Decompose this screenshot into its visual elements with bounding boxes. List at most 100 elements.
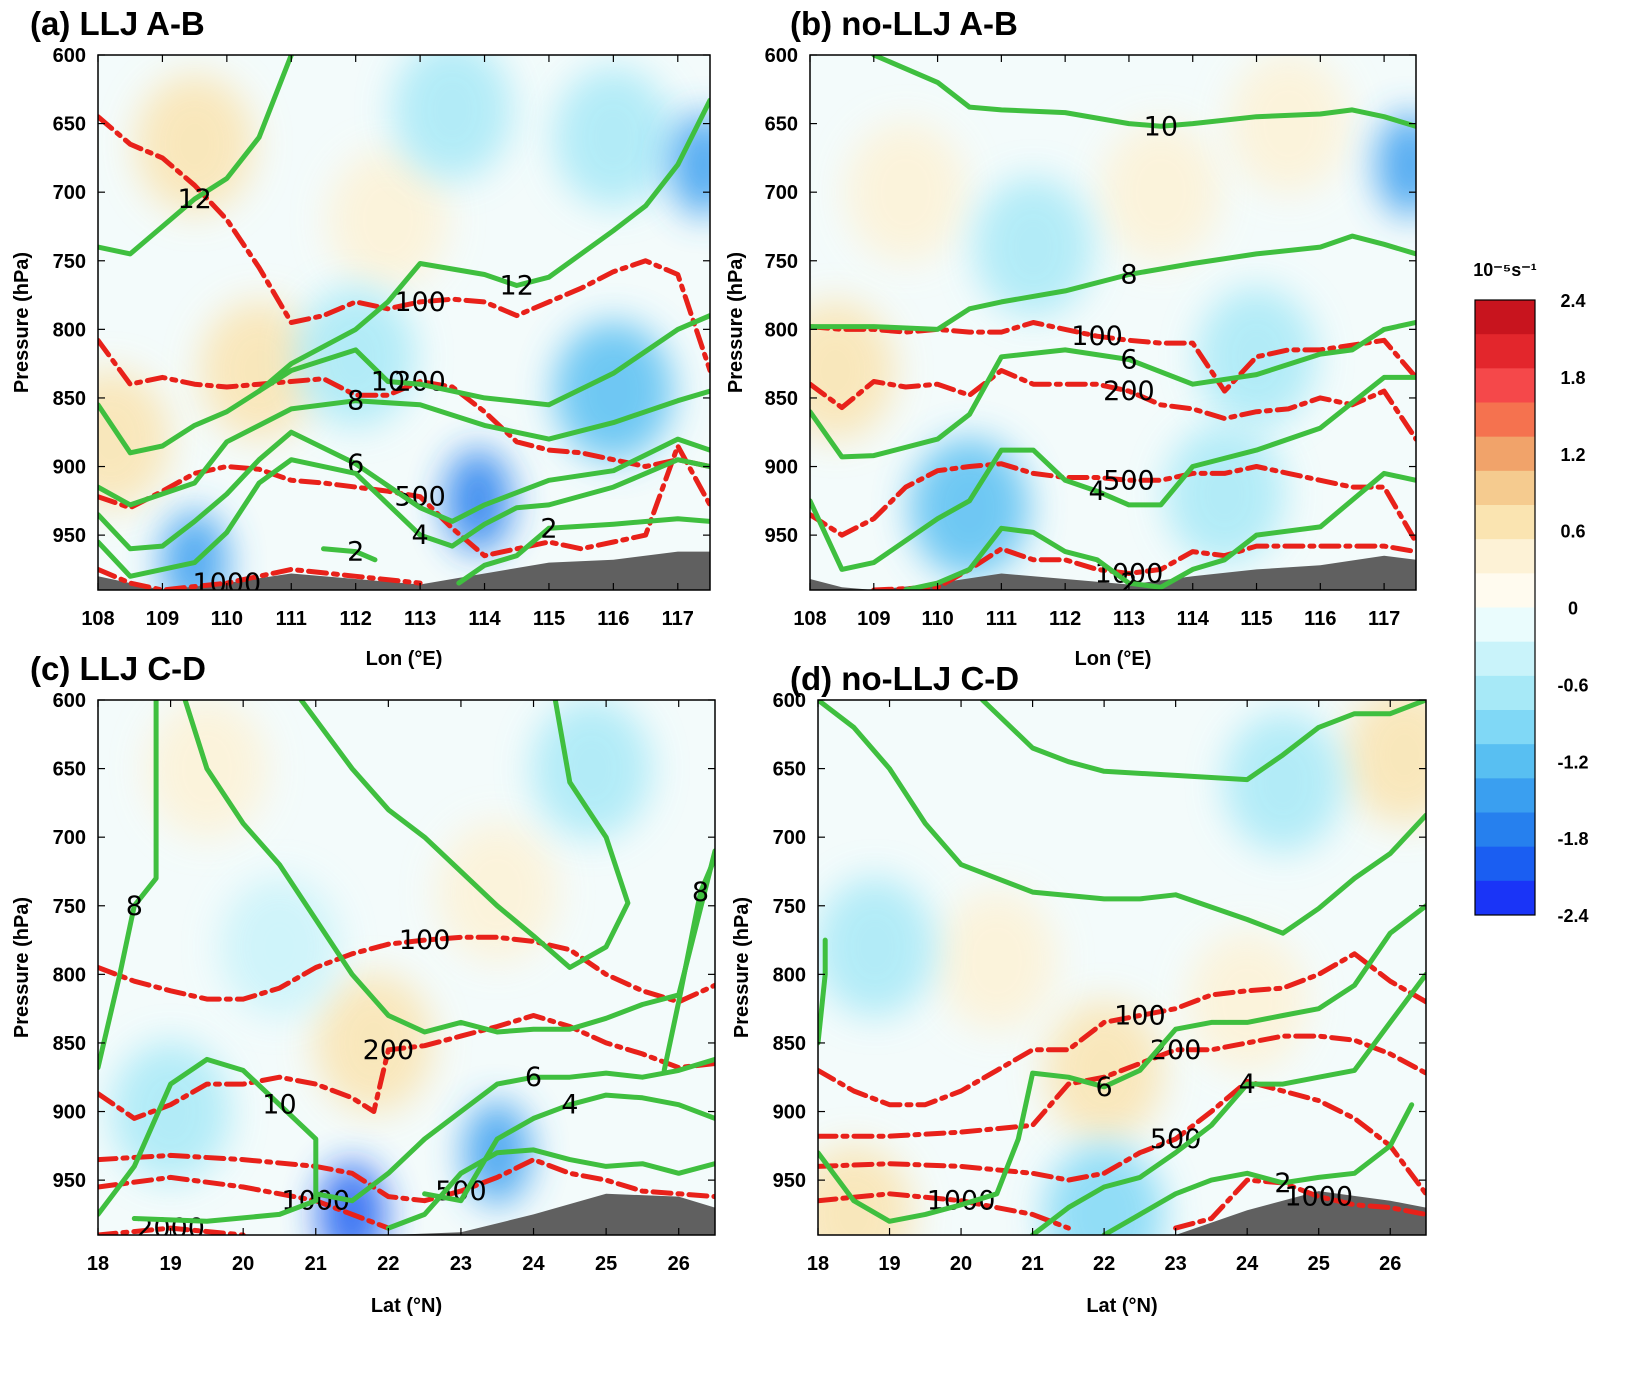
wind-contour: [98, 457, 710, 579]
x-tick-label: 108: [81, 608, 114, 630]
field-anomaly: [553, 67, 674, 208]
wind-contour: [980, 700, 1426, 783]
y-tick-label: 800: [765, 319, 798, 341]
pressure-contour: [871, 543, 1416, 590]
y-tick-label: 750: [53, 251, 86, 273]
pressure-contour: [810, 461, 1416, 545]
terrain: [810, 555, 1416, 590]
colorbar-swatch: [1475, 539, 1535, 574]
wind-contour-label: 6: [1120, 345, 1137, 376]
field-anomaly: [936, 890, 1057, 1031]
y-tick-label: 950: [773, 1170, 806, 1192]
pressure-contour-label: 1000: [1284, 1182, 1353, 1213]
wind-contour: [818, 700, 1426, 936]
x-tick-label: 112: [340, 608, 372, 630]
x-tick-label: 26: [668, 1253, 690, 1275]
x-tick-label: 23: [450, 1253, 472, 1275]
pressure-contour: [1173, 1177, 1426, 1231]
pressure-contour: [98, 337, 710, 469]
field-anomaly: [818, 876, 936, 1017]
colorbar-swatch: [1475, 812, 1535, 848]
pressure-contour: [818, 1078, 1426, 1197]
y-tick-label: 650: [53, 759, 86, 781]
colorbar-swatch: [1475, 880, 1535, 916]
pressure-contour: [98, 1013, 715, 1121]
field-anomaly: [1228, 55, 1349, 194]
wind-contour: [313, 1056, 715, 1204]
y-tick-label: 700: [53, 827, 86, 849]
wind-contour-label: 2: [540, 513, 557, 544]
y-tick-label: 600: [53, 45, 86, 67]
colorbar-tick-label: -1.8: [1557, 829, 1588, 849]
y-tick-label: 950: [765, 525, 798, 547]
x-tick-label: 114: [1177, 608, 1210, 630]
wind-contour-label: 12: [177, 184, 211, 215]
colorbar-swatch: [1475, 470, 1535, 506]
pressure-contour-label: 100: [394, 287, 446, 318]
y-tick-label: 850: [53, 1033, 86, 1055]
y-tick-label: 900: [53, 1102, 86, 1124]
x-tick-label: 24: [522, 1253, 545, 1275]
y-tick-label: 900: [765, 457, 798, 479]
x-tick-label: 112: [1049, 608, 1081, 630]
pressure-contour: [810, 320, 1416, 394]
wind-contour: [456, 516, 710, 586]
y-tick-label: 950: [53, 1170, 86, 1192]
field-anomaly: [1344, 700, 1426, 825]
colorbar-tick-label: 1.8: [1560, 368, 1585, 388]
pressure-contour: [810, 368, 1416, 442]
colorbar-tick-label: 0.6: [1560, 522, 1585, 542]
x-tick-label: 113: [1113, 608, 1145, 630]
wind-contour: [661, 855, 715, 1073]
field-anomaly: [1164, 423, 1285, 564]
wind-contour-label: 2: [347, 537, 364, 568]
x-tick-label: 24: [1236, 1253, 1259, 1275]
field-anomaly: [909, 437, 1030, 578]
colorbar-tick-label: 2.4: [1560, 291, 1585, 311]
field-anomaly: [392, 55, 513, 180]
colorbar-swatch: [1475, 744, 1535, 779]
x-tick-label: 22: [1093, 1253, 1115, 1275]
terrain: [818, 1191, 1426, 1235]
pressure-contour-label: 1000: [192, 568, 261, 599]
x-tick-label: 25: [1308, 1253, 1330, 1275]
pressure-contour: [818, 951, 1426, 1108]
y-tick-label: 850: [53, 388, 86, 410]
field-anomaly: [98, 369, 171, 510]
y-tick-label: 800: [773, 964, 806, 986]
colorbar-swatch: [1475, 300, 1535, 335]
wind-contour: [422, 1092, 715, 1204]
field-anomaly: [973, 177, 1094, 318]
x-tick-label: 109: [857, 608, 890, 630]
x-axis-label: Lat (°N): [371, 1295, 442, 1317]
colorbar-swatch: [1475, 846, 1535, 882]
wind-contour: [98, 1056, 319, 1224]
y-tick-label: 750: [765, 251, 798, 273]
colorbar-swatch: [1475, 334, 1535, 369]
y-tick-label: 600: [773, 690, 806, 712]
wind-contour-label: 4: [1239, 1069, 1256, 1100]
colorbar-frame: [1474, 299, 1536, 916]
pressure-contour-label: 100: [1114, 1001, 1166, 1032]
colorbar-swatch: [1475, 368, 1535, 403]
panel-title: (a) LLJ A-B: [30, 5, 205, 42]
y-axis-label: Pressure (hPa): [11, 252, 33, 393]
wind-contour-label: 8: [126, 891, 143, 922]
wind-contour-label: 12: [500, 270, 534, 301]
axes-frame: [97, 699, 716, 1236]
wind-contour: [98, 429, 710, 552]
x-tick-label: 115: [1240, 608, 1272, 630]
pressure-contour: [98, 114, 710, 373]
pressure-contour-label: 500: [1103, 465, 1155, 496]
wind-contour: [98, 388, 710, 508]
colorbar-swatch: [1475, 641, 1535, 677]
y-axis-label: Pressure (hPa): [731, 897, 753, 1038]
wind-contour-label: 4: [412, 520, 429, 551]
wind-contour-label: 4: [1088, 476, 1105, 507]
y-tick-label: 850: [773, 1033, 806, 1055]
